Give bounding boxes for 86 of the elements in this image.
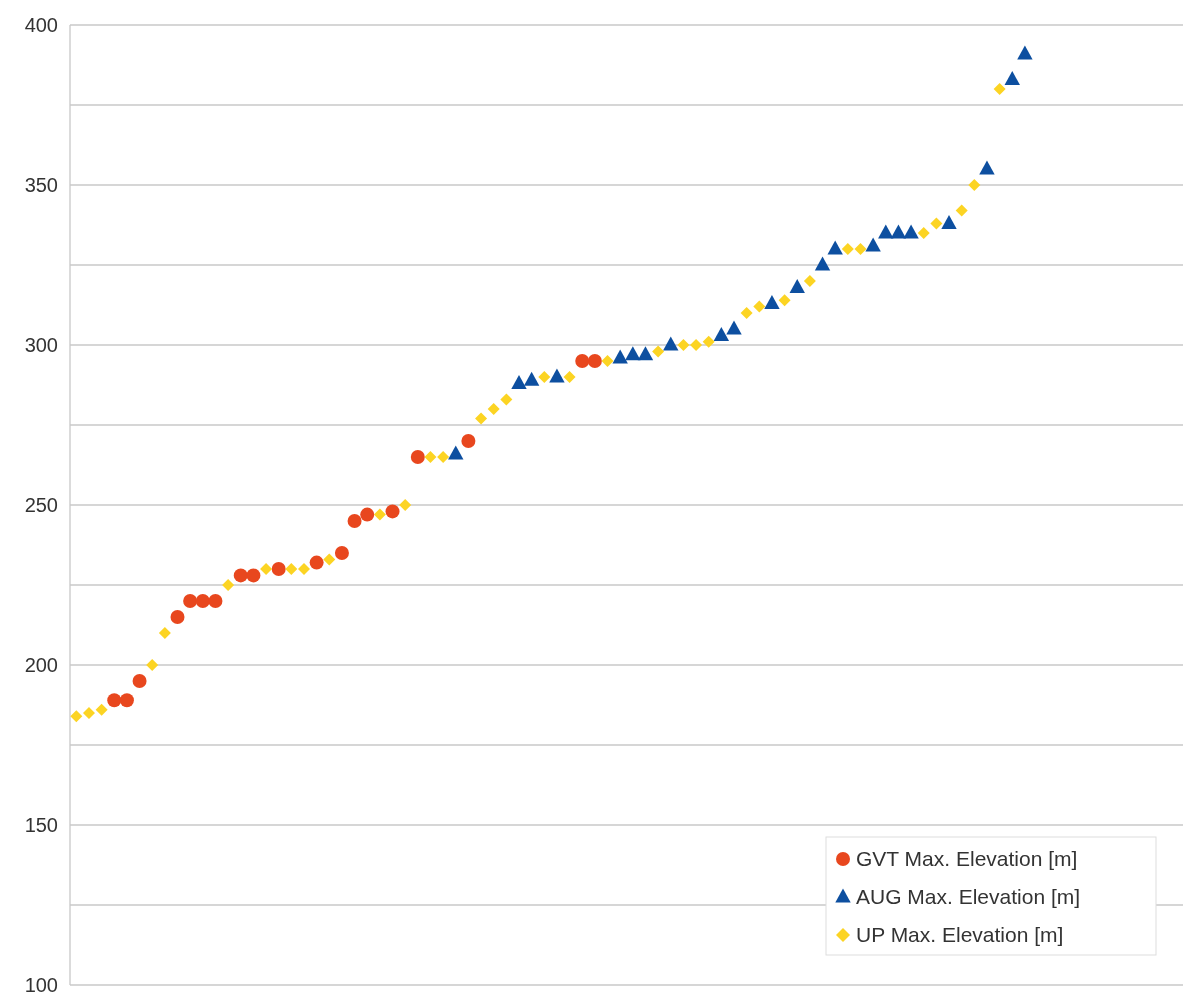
point (297, 563, 310, 575)
point (778, 294, 791, 307)
point (702, 335, 715, 348)
point (764, 295, 780, 309)
point (347, 514, 362, 528)
y-tick-label: 250 (24, 494, 58, 516)
legend-label: AUG Max. Elevation [m] (856, 885, 1081, 909)
point (107, 693, 122, 708)
point (930, 217, 943, 230)
point (917, 227, 930, 239)
point (563, 371, 576, 383)
point (146, 659, 159, 671)
point (1017, 45, 1033, 60)
point (424, 451, 437, 463)
point (334, 546, 349, 560)
point (677, 339, 690, 351)
point (195, 594, 210, 608)
point (70, 710, 83, 723)
point (854, 243, 867, 255)
point (385, 504, 400, 519)
point (538, 371, 551, 383)
y-tick-label: 300 (24, 334, 58, 356)
y-tick-label: 350 (24, 174, 58, 196)
point (789, 279, 805, 293)
legend-label: UP Max. Elevation [m] (856, 923, 1064, 947)
point (903, 224, 919, 239)
point (549, 368, 565, 383)
point (285, 563, 298, 575)
point (740, 307, 753, 319)
point (663, 336, 679, 351)
point (360, 507, 375, 522)
point (955, 204, 968, 217)
point (208, 594, 223, 608)
point (968, 179, 981, 191)
point (865, 237, 881, 252)
point (814, 256, 831, 271)
point (827, 240, 843, 255)
point (1004, 71, 1020, 85)
point (941, 215, 957, 229)
point (753, 300, 766, 313)
point (690, 339, 703, 351)
point (652, 345, 665, 358)
point (511, 375, 527, 389)
point (132, 674, 147, 688)
y-tick-label: 200 (24, 654, 58, 676)
point (246, 568, 261, 583)
point (119, 693, 134, 708)
point (309, 555, 324, 570)
point (410, 450, 425, 464)
point (726, 320, 742, 335)
point (487, 403, 500, 415)
point (637, 346, 654, 361)
y-tick-label: 150 (24, 814, 58, 836)
point (95, 703, 108, 716)
y-tick-label: 400 (24, 14, 58, 36)
point (979, 160, 995, 175)
point (82, 707, 95, 719)
point (399, 499, 412, 511)
point (612, 349, 628, 364)
point (523, 371, 540, 386)
point (475, 412, 488, 425)
point (437, 451, 450, 463)
point (587, 354, 602, 368)
point (271, 562, 286, 576)
point (575, 354, 590, 368)
point (260, 563, 273, 575)
point (803, 275, 816, 287)
point (713, 327, 730, 341)
point (461, 434, 476, 448)
point (625, 346, 641, 361)
point (878, 224, 894, 239)
point (841, 243, 854, 255)
legend-label: GVT Max. Elevation [m] (856, 847, 1078, 871)
point (993, 83, 1006, 95)
point (233, 568, 248, 583)
point (158, 627, 171, 639)
y-tick-label: 100 (24, 974, 58, 996)
point (500, 393, 513, 406)
point (222, 579, 235, 591)
point (890, 224, 907, 239)
point (170, 610, 185, 624)
point (448, 445, 464, 460)
point (601, 355, 614, 367)
point (323, 553, 336, 566)
point (373, 508, 386, 521)
point (183, 594, 198, 608)
